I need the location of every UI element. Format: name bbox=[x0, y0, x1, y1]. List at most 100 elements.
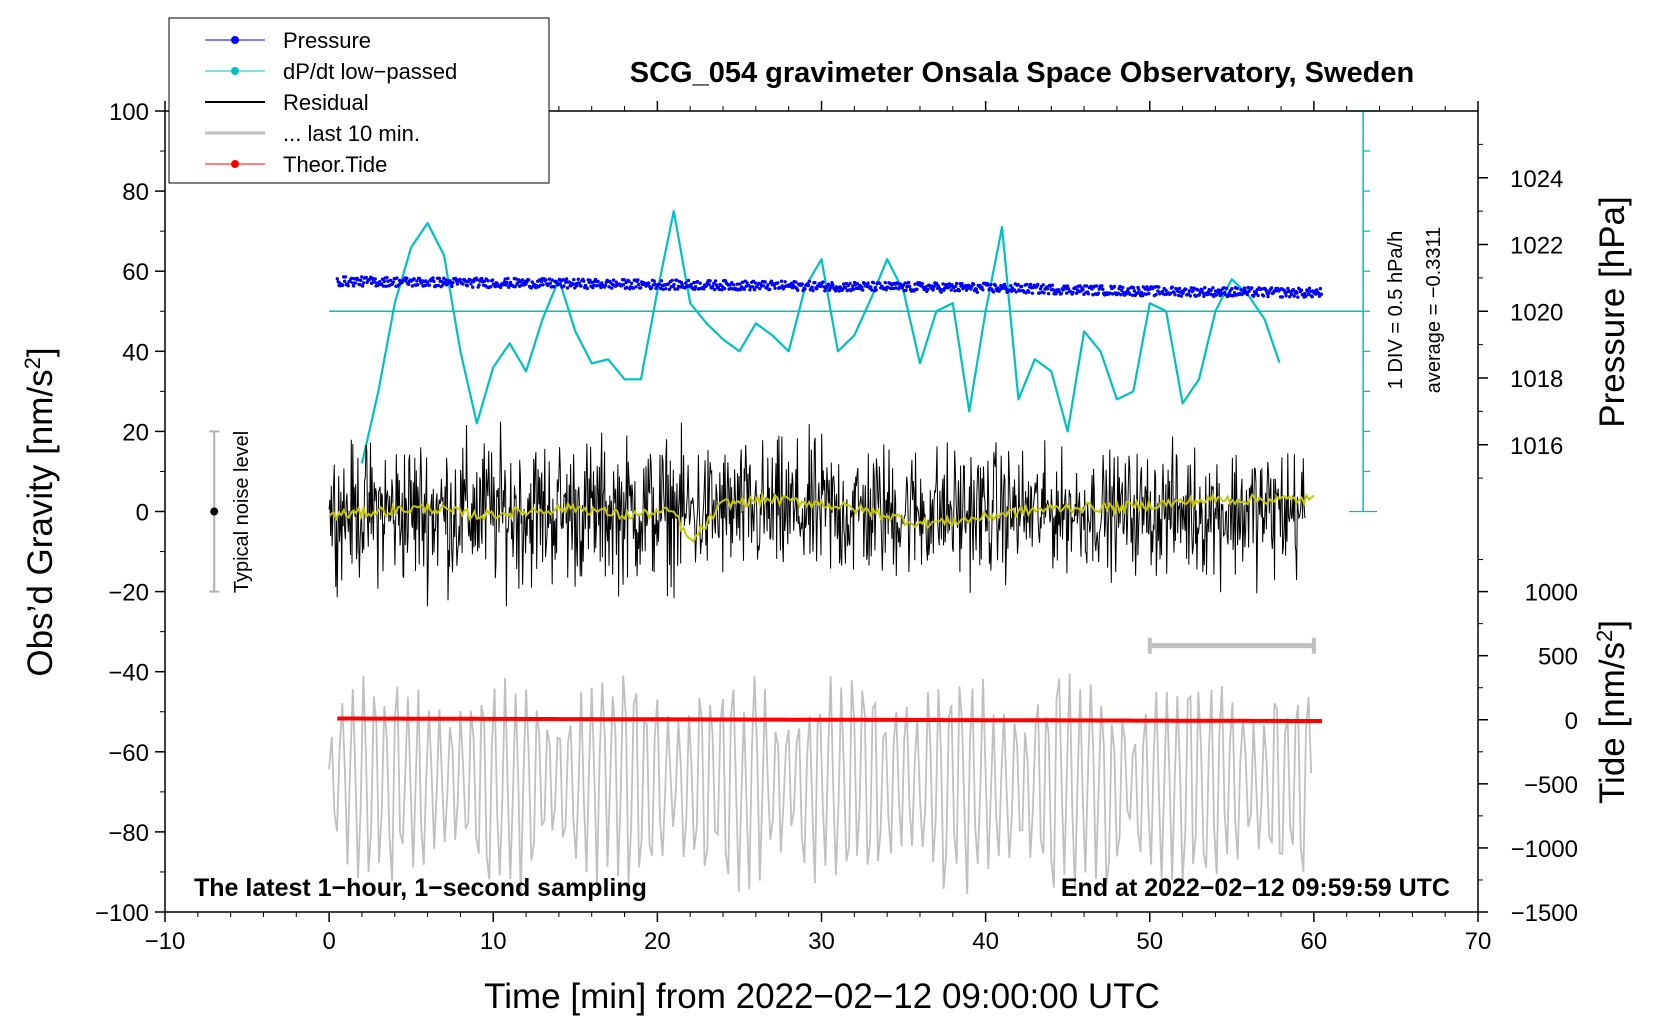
pressure-point bbox=[381, 284, 386, 288]
pressure-point bbox=[953, 289, 957, 293]
pressure-point bbox=[913, 282, 917, 286]
pressure-point bbox=[713, 279, 718, 283]
pressure-point bbox=[1251, 294, 1256, 298]
pressure-point bbox=[1232, 293, 1236, 298]
pressure-point bbox=[1232, 291, 1237, 295]
pressure-point bbox=[678, 285, 683, 289]
pressure-point bbox=[514, 277, 518, 281]
pressure-point bbox=[886, 285, 890, 290]
tide-line bbox=[337, 716, 1323, 723]
pressure-point bbox=[404, 279, 408, 283]
pressure-point bbox=[516, 281, 520, 285]
x-tick-label-0: −10 bbox=[145, 928, 186, 955]
pressure-point bbox=[627, 279, 631, 283]
pressure-point bbox=[926, 287, 930, 292]
legend-marker-dpdt bbox=[231, 67, 239, 75]
pressure-point bbox=[471, 285, 475, 289]
pressure-point bbox=[769, 279, 774, 283]
pressure-point bbox=[680, 282, 684, 286]
pressure-point bbox=[359, 278, 363, 283]
y-axis-label-tide-text: Tide [nm/s bbox=[1593, 642, 1632, 804]
pressure-point bbox=[565, 286, 570, 290]
pressure-point bbox=[506, 276, 510, 281]
pressure-point bbox=[1126, 287, 1130, 291]
dpdt-scale-label: 1 DIV = 0.5 hPa/h bbox=[1385, 231, 1407, 389]
pressure-point bbox=[520, 278, 525, 282]
pressure-point bbox=[1194, 294, 1198, 298]
pressure-point bbox=[1108, 291, 1112, 295]
pressure-point bbox=[1254, 291, 1259, 295]
pressure-point bbox=[1168, 291, 1173, 296]
pressure-point bbox=[702, 287, 706, 291]
pressure-point bbox=[1100, 284, 1104, 288]
pressure-point bbox=[1247, 289, 1251, 294]
pressure-point bbox=[920, 281, 924, 286]
pressure-point bbox=[711, 284, 715, 288]
pressure-point bbox=[1037, 291, 1042, 295]
pressure-point bbox=[904, 288, 908, 292]
pressure-point bbox=[866, 281, 870, 285]
pressure-point bbox=[694, 285, 698, 289]
pressure-point bbox=[1156, 289, 1160, 293]
pressure-point bbox=[564, 277, 569, 281]
tide-tick-label-2: −500 bbox=[1524, 772, 1578, 799]
pressure-point bbox=[1046, 291, 1051, 296]
pressure-point bbox=[579, 284, 583, 288]
pressure-point bbox=[1089, 284, 1093, 288]
pressure-point bbox=[753, 281, 757, 285]
pressure-point bbox=[590, 280, 594, 284]
y-tick-label-10: 100 bbox=[109, 99, 149, 126]
pressure-point bbox=[1120, 288, 1124, 293]
x-tick-label-1: 0 bbox=[322, 928, 335, 955]
pressure-point bbox=[860, 285, 864, 289]
pressure-point bbox=[450, 284, 454, 289]
pressure-point bbox=[1014, 290, 1018, 294]
pressure-point bbox=[1241, 291, 1246, 295]
pressure-point bbox=[461, 282, 465, 286]
pressure-point bbox=[889, 286, 893, 291]
pressure-point bbox=[465, 284, 469, 288]
pressure-point bbox=[981, 288, 985, 292]
pressure-tick-label-2: 1020 bbox=[1510, 299, 1563, 326]
pressure-point bbox=[1235, 286, 1240, 291]
pressure-point bbox=[672, 282, 676, 287]
x-tick-label-7: 60 bbox=[1301, 928, 1328, 955]
last-10-min-line bbox=[328, 673, 1313, 897]
legend-item-residual: Residual bbox=[205, 90, 369, 115]
pressure-point bbox=[720, 288, 724, 292]
pressure-point bbox=[607, 285, 611, 289]
pressure-point bbox=[807, 279, 812, 284]
pressure-point bbox=[658, 286, 663, 291]
pressure-point bbox=[960, 282, 964, 286]
pressure-point bbox=[378, 279, 382, 284]
y-tick-label-4: −20 bbox=[108, 580, 149, 607]
y-tick-label-0: −100 bbox=[95, 900, 149, 927]
legend-label-pressure: Pressure bbox=[283, 28, 371, 53]
pressure-point bbox=[686, 278, 691, 283]
pressure-point bbox=[370, 276, 375, 281]
pressure-point bbox=[1201, 291, 1205, 295]
pressure-point bbox=[965, 286, 970, 291]
pressure-point bbox=[1284, 294, 1288, 298]
pressure-point bbox=[1071, 290, 1075, 295]
legend: Pressure dP/dt low−passed Residual ... l… bbox=[168, 17, 550, 184]
pressure-point bbox=[1018, 289, 1022, 293]
pressure-point bbox=[1065, 291, 1069, 295]
pressure-point bbox=[1267, 291, 1271, 295]
pressure-point bbox=[806, 283, 811, 288]
pressure-point bbox=[1197, 292, 1202, 297]
pressure-point bbox=[957, 289, 961, 293]
pressure-point bbox=[444, 278, 448, 282]
pressure-point bbox=[489, 285, 493, 289]
y-tick-label-5: 0 bbox=[136, 500, 149, 527]
pressure-point bbox=[350, 276, 354, 280]
pressure-point bbox=[550, 278, 554, 282]
dpdt-series bbox=[329, 210, 1364, 464]
pressure-point bbox=[541, 283, 545, 287]
pressure-point bbox=[1050, 283, 1055, 287]
legend-item-tide: Theor.Tide bbox=[205, 152, 387, 177]
legend-label-tide: Theor.Tide bbox=[283, 152, 387, 177]
pressure-point bbox=[499, 285, 503, 290]
y-tick-label-6: 20 bbox=[122, 419, 149, 446]
residual-smoothed-line bbox=[328, 491, 1315, 544]
